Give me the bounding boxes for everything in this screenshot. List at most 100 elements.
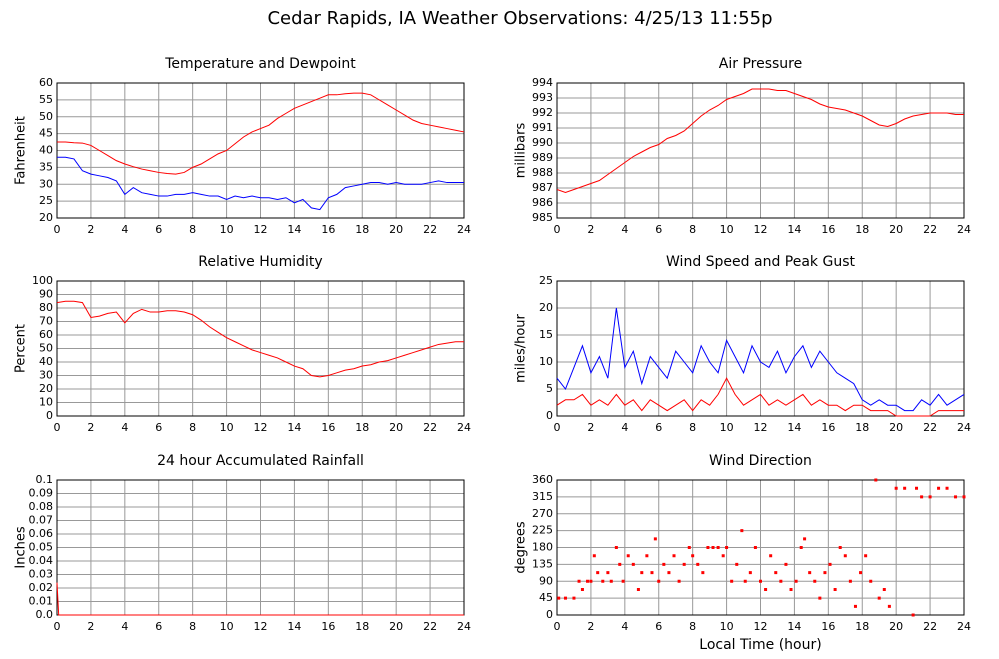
data-point	[818, 596, 822, 600]
data-point	[903, 486, 907, 490]
x-tick-label: 6	[655, 223, 662, 236]
data-point	[601, 579, 605, 583]
x-tick-label: 2	[587, 223, 594, 236]
y-tick-label: 25	[539, 274, 553, 287]
x-tick-label: 22	[423, 620, 437, 633]
data-point	[779, 579, 783, 583]
x-tick-label: 14	[787, 421, 801, 434]
x-tick-label: 14	[287, 223, 301, 236]
y-tick-label: 0.05	[29, 541, 54, 554]
x-tick-label: 4	[621, 620, 628, 633]
y-tick-label: 55	[39, 93, 53, 106]
data-point	[701, 571, 705, 575]
data-point	[596, 571, 600, 575]
data-point	[650, 571, 654, 575]
x-tick-label: 0	[554, 421, 561, 434]
data-point	[730, 579, 734, 583]
y-tick-label: 0	[546, 608, 553, 621]
y-tick-label: 360	[532, 473, 553, 486]
y-tick-label: 100	[32, 274, 53, 287]
panel-title: 24 hour Accumulated Rainfall	[157, 453, 364, 469]
data-point	[626, 554, 630, 558]
y-tick-label: 270	[532, 507, 553, 520]
x-tick-label: 18	[855, 620, 869, 633]
y-tick-label: 40	[39, 355, 53, 368]
x-tick-label: 6	[155, 421, 162, 434]
data-point	[735, 562, 739, 566]
data-point	[874, 478, 878, 482]
data-point	[764, 588, 768, 591]
y-tick-label: 20	[539, 301, 553, 314]
x-tick-label: 20	[389, 421, 403, 434]
data-point	[580, 588, 584, 591]
x-tick-label: 24	[957, 421, 971, 434]
data-point	[774, 571, 778, 575]
data-point	[667, 571, 671, 575]
y-tick-label: 0.02	[29, 581, 54, 594]
data-point	[716, 546, 720, 549]
x-tick-label: 12	[254, 620, 268, 633]
data-point	[915, 486, 919, 490]
data-line	[556, 88, 964, 194]
data-point	[592, 554, 596, 558]
y-tick-label: 994	[532, 76, 553, 89]
data-point	[759, 579, 762, 583]
y-tick-label: 992	[532, 106, 553, 119]
data-point	[848, 579, 852, 583]
x-tick-label: 18	[355, 620, 369, 633]
data-point	[563, 596, 567, 600]
x-tick-label: 24	[457, 620, 471, 633]
x-tick-label: 18	[355, 421, 369, 434]
x-tick-label: 24	[957, 620, 971, 633]
panel-title: Wind Direction	[709, 453, 812, 469]
data-line	[57, 156, 464, 211]
plot-frame	[556, 82, 965, 219]
data-point	[572, 596, 576, 600]
x-tick-label: 18	[355, 223, 369, 236]
data-point	[687, 546, 691, 549]
y-tick-label: 60	[39, 76, 53, 89]
x-tick-label: 6	[655, 421, 662, 434]
data-point	[631, 562, 635, 566]
data-point	[636, 588, 640, 591]
y-tick-label: 180	[532, 541, 553, 554]
plot-frame	[556, 280, 965, 417]
data-point	[911, 613, 915, 617]
y-tick-label: 60	[39, 328, 53, 341]
data-point	[589, 579, 593, 583]
panel-title: Relative Humidity	[198, 254, 322, 270]
data-point	[833, 588, 837, 591]
data-point	[721, 554, 725, 558]
x-tick-label: 22	[923, 620, 937, 633]
data-point	[789, 588, 793, 591]
data-point	[691, 554, 695, 558]
y-tick-label: 0.1	[36, 473, 54, 486]
y-tick-label: 0	[46, 409, 53, 422]
x-tick-label: 4	[621, 421, 628, 434]
y-tick-label: 20	[39, 382, 53, 395]
x-tick-label: 10	[720, 421, 734, 434]
x-tick-label: 6	[155, 620, 162, 633]
x-tick-label: 8	[189, 421, 196, 434]
data-point	[753, 546, 757, 549]
x-tick-label: 14	[787, 620, 801, 633]
x-tick-label: 14	[287, 620, 301, 633]
x-tick-label: 4	[621, 223, 628, 236]
x-tick-label: 16	[321, 223, 335, 236]
x-tick-label: 12	[754, 223, 768, 236]
y-tick-label: 988	[532, 166, 553, 179]
x-tick-label: 18	[855, 223, 869, 236]
x-tick-label: 8	[689, 620, 696, 633]
y-tick-label: 0.03	[29, 568, 54, 581]
x-tick-label: 10	[220, 620, 234, 633]
y-tick-label: 135	[532, 557, 553, 570]
panel-title: Air Pressure	[719, 56, 802, 72]
data-point	[577, 579, 581, 583]
data-line	[556, 307, 965, 412]
x-tick-label: 2	[87, 620, 94, 633]
y-tick-label: 45	[539, 591, 553, 604]
panel-title: Wind Speed and Peak Gust	[666, 254, 855, 270]
y-tick-label: 225	[532, 524, 553, 537]
y-tick-label: 80	[39, 301, 53, 314]
y-tick-label: 0.08	[29, 500, 54, 513]
